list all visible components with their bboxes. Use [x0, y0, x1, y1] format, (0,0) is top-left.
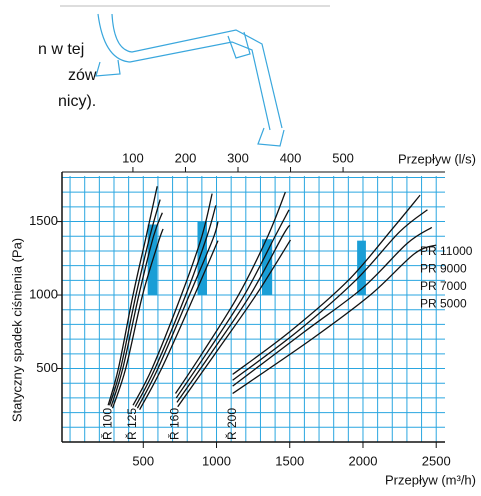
- curve: [134, 205, 217, 408]
- x-tick-label: 2000: [349, 453, 378, 468]
- curve: [107, 186, 158, 406]
- curve-label: PR 11000: [420, 244, 473, 258]
- curve-label: PR 5000: [420, 297, 467, 311]
- curve-label: PR 9000: [420, 262, 467, 276]
- group-label: Ř 100: [99, 408, 114, 440]
- x-tick-label: 1500: [275, 453, 304, 468]
- x-tick-label: 500: [132, 453, 154, 468]
- x2-tick-label: 400: [280, 150, 302, 165]
- curve: [136, 221, 219, 409]
- curve: [177, 239, 292, 408]
- curve: [232, 244, 437, 395]
- arm-illustration: [95, 13, 285, 147]
- curve: [232, 226, 433, 387]
- intro-line: nicy).: [58, 93, 96, 110]
- group-label: Ř 200: [224, 408, 239, 440]
- x2-tick-label: 200: [175, 150, 197, 165]
- curve: [108, 199, 161, 406]
- group-label: Ř 160: [167, 408, 182, 440]
- curve: [174, 191, 286, 394]
- curve-label: PR 7000: [420, 279, 467, 293]
- x-tick-label: 2500: [422, 453, 451, 468]
- x-axis-title: Przepływ (m³/h): [385, 472, 476, 487]
- y-tick-label: 500: [36, 360, 58, 375]
- group-label: Ř 125: [124, 408, 139, 440]
- x2-axis-title: Przepływ (l/s): [398, 151, 476, 166]
- y-axis-title: Statyczny spadek ciśnienia (Pa): [9, 238, 24, 422]
- y-tick-label: 1500: [29, 213, 58, 228]
- range-marker: [357, 240, 366, 296]
- curve: [110, 212, 163, 407]
- intro-line: zów: [68, 67, 97, 84]
- chart: 500 1000 1500 2000 2500 500 1000 1500 100 200 300 4…: [29, 150, 473, 468]
- curve: [175, 209, 290, 399]
- y-tick-label: 1000: [29, 286, 58, 301]
- curve: [232, 209, 428, 381]
- curve: [132, 193, 213, 406]
- x2-tick-label: 100: [122, 150, 144, 165]
- x2-tick-label: 500: [332, 150, 354, 165]
- intro-line: n w tej: [38, 41, 84, 58]
- curve: [176, 224, 291, 403]
- x-tick-label: 1000: [202, 453, 231, 468]
- range-marker: [261, 239, 273, 296]
- curve: [111, 228, 164, 409]
- x2-tick-label: 300: [227, 150, 249, 165]
- curve: [139, 240, 219, 410]
- range-marker: [197, 221, 207, 296]
- curve: [232, 194, 421, 375]
